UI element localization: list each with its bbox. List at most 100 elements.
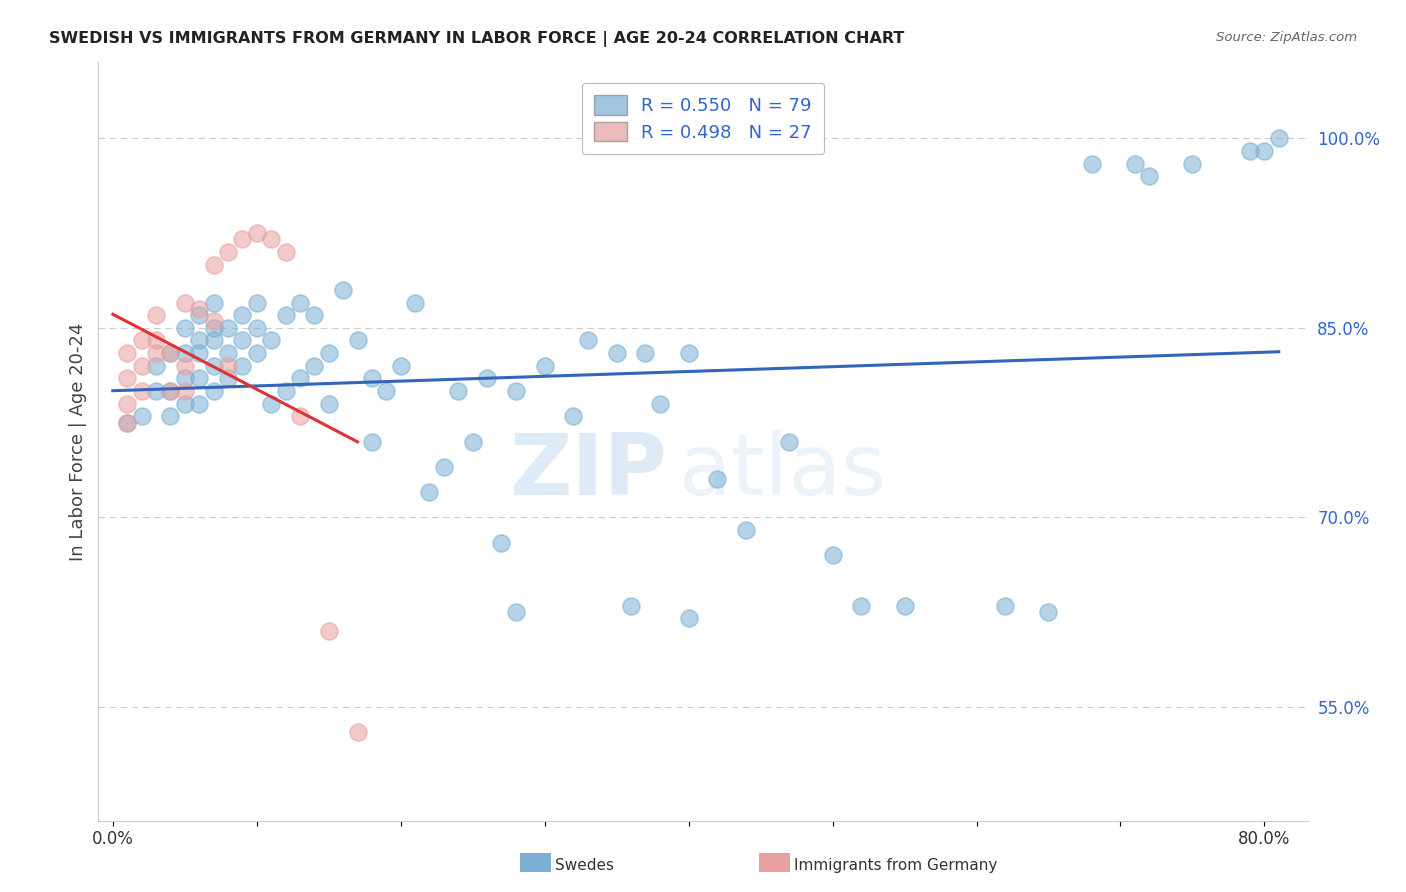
Point xyxy=(188,334,211,348)
Point xyxy=(389,359,412,373)
Point xyxy=(231,334,253,348)
Point xyxy=(173,346,195,360)
Point xyxy=(131,359,153,373)
Text: ZIP: ZIP xyxy=(509,430,666,514)
Point xyxy=(145,308,167,322)
Point xyxy=(318,396,340,410)
Point xyxy=(115,371,138,385)
Text: SWEDISH VS IMMIGRANTS FROM GERMANY IN LABOR FORCE | AGE 20-24 CORRELATION CHART: SWEDISH VS IMMIGRANTS FROM GERMANY IN LA… xyxy=(49,31,904,47)
Point xyxy=(202,258,225,272)
Point xyxy=(202,359,225,373)
Point xyxy=(217,244,239,259)
Point xyxy=(115,416,138,430)
Point xyxy=(260,232,283,246)
Point xyxy=(231,308,253,322)
Point xyxy=(1038,605,1060,619)
Point xyxy=(145,359,167,373)
Point xyxy=(332,283,354,297)
Legend: R = 0.550   N = 79, R = 0.498   N = 27: R = 0.550 N = 79, R = 0.498 N = 27 xyxy=(582,83,824,154)
Point xyxy=(475,371,498,385)
Point xyxy=(375,384,398,398)
Point xyxy=(418,485,440,500)
Point xyxy=(735,523,758,537)
Point xyxy=(173,384,195,398)
Point xyxy=(188,371,211,385)
Point xyxy=(562,409,585,424)
Point xyxy=(288,371,311,385)
Point xyxy=(361,371,384,385)
Point xyxy=(246,320,269,334)
Point xyxy=(505,605,527,619)
Point xyxy=(361,434,384,449)
Point xyxy=(1137,169,1160,184)
Point xyxy=(274,384,297,398)
Point xyxy=(1268,131,1291,145)
Point xyxy=(159,384,181,398)
Point xyxy=(115,396,138,410)
Point xyxy=(304,359,326,373)
Point xyxy=(620,599,643,613)
Point xyxy=(217,346,239,360)
Point xyxy=(188,308,211,322)
Point xyxy=(851,599,873,613)
Point xyxy=(188,301,211,316)
Point xyxy=(461,434,484,449)
Point xyxy=(145,346,167,360)
Point xyxy=(491,535,513,549)
Text: Source: ZipAtlas.com: Source: ZipAtlas.com xyxy=(1216,31,1357,45)
Point xyxy=(576,334,599,348)
Text: Immigrants from Germany: Immigrants from Germany xyxy=(794,858,998,872)
Point xyxy=(202,384,225,398)
Point xyxy=(159,384,181,398)
Point xyxy=(433,459,456,474)
Point xyxy=(231,232,253,246)
Point xyxy=(533,359,555,373)
Point xyxy=(202,320,225,334)
Point xyxy=(202,334,225,348)
Point xyxy=(346,725,368,739)
Point xyxy=(173,295,195,310)
Point xyxy=(159,409,181,424)
Point xyxy=(173,359,195,373)
Point xyxy=(821,548,844,562)
Point xyxy=(145,334,167,348)
Point xyxy=(634,346,657,360)
Point xyxy=(706,473,728,487)
Y-axis label: In Labor Force | Age 20-24: In Labor Force | Age 20-24 xyxy=(69,322,87,561)
Point xyxy=(778,434,800,449)
Point xyxy=(217,359,239,373)
Point xyxy=(1080,156,1102,170)
Point xyxy=(288,295,311,310)
Point xyxy=(131,384,153,398)
Point xyxy=(505,384,527,398)
Point xyxy=(260,396,283,410)
Point xyxy=(318,346,340,360)
Point xyxy=(246,226,269,240)
Point xyxy=(173,396,195,410)
Point xyxy=(288,409,311,424)
Point xyxy=(202,314,225,328)
Point xyxy=(131,409,153,424)
Point xyxy=(188,346,211,360)
Point xyxy=(893,599,915,613)
Text: Swedes: Swedes xyxy=(555,858,614,872)
Point xyxy=(274,308,297,322)
Point xyxy=(678,346,700,360)
Text: atlas: atlas xyxy=(679,430,887,514)
Point xyxy=(274,244,297,259)
Point xyxy=(131,334,153,348)
Point xyxy=(404,295,426,310)
Point xyxy=(159,346,181,360)
Point xyxy=(346,334,368,348)
Point xyxy=(304,308,326,322)
Point xyxy=(648,396,671,410)
Point xyxy=(217,371,239,385)
Point xyxy=(1181,156,1204,170)
Point xyxy=(159,346,181,360)
Point xyxy=(1123,156,1146,170)
Point xyxy=(447,384,470,398)
Point xyxy=(202,295,225,310)
Point xyxy=(678,611,700,625)
Point xyxy=(1253,144,1275,158)
Point xyxy=(994,599,1017,613)
